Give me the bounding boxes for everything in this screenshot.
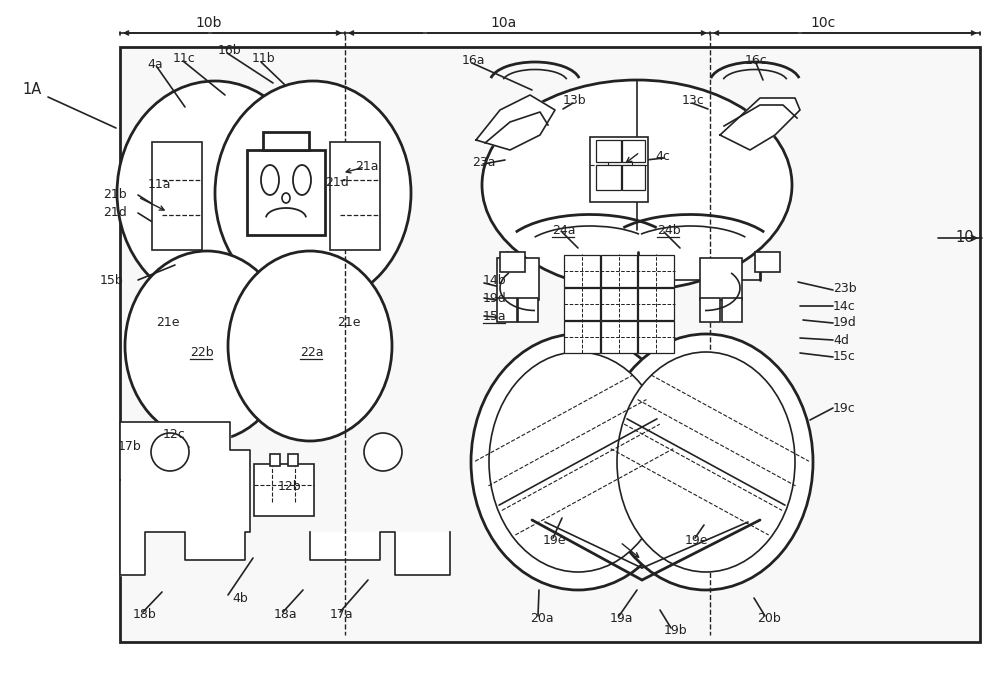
Ellipse shape	[617, 352, 795, 572]
Bar	[500, 252, 525, 272]
Circle shape	[151, 433, 189, 471]
Ellipse shape	[261, 165, 279, 195]
Bar	[622, 165, 645, 190]
Text: 14b: 14b	[483, 273, 507, 286]
Bar	[564, 321, 600, 353]
Text: 24a: 24a	[552, 224, 576, 237]
Bar	[601, 255, 637, 287]
Text: 19a: 19a	[610, 611, 634, 624]
Text: 11b: 11b	[252, 52, 276, 65]
Polygon shape	[310, 532, 450, 575]
Bar	[270, 454, 280, 466]
Ellipse shape	[228, 251, 392, 441]
Text: 16c: 16c	[745, 54, 768, 67]
Text: 11a: 11a	[148, 177, 172, 190]
Text: 16b: 16b	[218, 44, 242, 56]
Text: 19c: 19c	[833, 401, 856, 415]
Bar	[700, 258, 742, 300]
Ellipse shape	[489, 352, 667, 572]
Bar	[518, 298, 538, 322]
Text: 21a: 21a	[355, 160, 378, 173]
Polygon shape	[120, 422, 250, 575]
Bar	[755, 252, 780, 272]
Ellipse shape	[282, 193, 290, 203]
Polygon shape	[720, 98, 800, 150]
Text: 4d: 4d	[833, 333, 849, 347]
Text: 23a: 23a	[472, 156, 496, 169]
Bar	[722, 298, 742, 322]
Text: 15c: 15c	[833, 350, 856, 364]
Text: 12b: 12b	[278, 481, 302, 494]
Polygon shape	[476, 95, 555, 150]
Text: 17b: 17b	[118, 441, 142, 454]
Bar	[288, 454, 298, 466]
Ellipse shape	[482, 80, 792, 290]
Ellipse shape	[215, 81, 411, 305]
Bar	[564, 255, 600, 287]
Bar	[638, 255, 674, 287]
Bar	[590, 137, 648, 202]
Text: 4b: 4b	[232, 592, 248, 605]
Text: 19b: 19b	[664, 624, 688, 636]
Text: 10a: 10a	[490, 16, 516, 30]
Text: 11c: 11c	[173, 52, 196, 65]
Text: 22b: 22b	[190, 345, 214, 358]
Bar	[120, 47, 980, 642]
Bar	[152, 142, 202, 250]
Bar	[601, 321, 637, 353]
Text: 14c: 14c	[833, 299, 856, 313]
Text: 13b: 13b	[563, 94, 587, 107]
Bar	[263, 132, 309, 150]
Text: 4c: 4c	[655, 150, 670, 163]
Bar	[622, 140, 645, 162]
Text: 24b: 24b	[657, 224, 681, 237]
Text: 1A: 1A	[22, 82, 41, 97]
Bar	[638, 288, 674, 320]
Ellipse shape	[599, 334, 813, 590]
Text: 15b: 15b	[100, 273, 124, 286]
Text: 23b: 23b	[833, 282, 857, 294]
Text: 19e: 19e	[685, 534, 708, 547]
Text: 21e: 21e	[337, 316, 360, 328]
Text: 20b: 20b	[757, 611, 781, 624]
Circle shape	[364, 433, 402, 471]
Text: 13c: 13c	[682, 94, 705, 107]
Text: 10: 10	[955, 231, 974, 245]
Text: 16a: 16a	[462, 54, 486, 67]
Text: 18b: 18b	[133, 607, 157, 620]
Text: 19d: 19d	[833, 316, 857, 330]
Text: 18a: 18a	[274, 607, 298, 620]
Bar	[497, 258, 539, 300]
Text: 21b: 21b	[103, 188, 127, 201]
Text: 4a: 4a	[147, 58, 163, 71]
Bar	[254, 464, 314, 516]
Text: 15a: 15a	[483, 309, 507, 322]
Text: 22a: 22a	[300, 345, 324, 358]
Bar	[247, 150, 325, 235]
Text: 12c: 12c	[163, 428, 186, 441]
Bar	[700, 298, 720, 322]
Bar	[330, 142, 380, 250]
Ellipse shape	[117, 81, 313, 305]
Text: 19e: 19e	[543, 534, 566, 547]
Ellipse shape	[293, 165, 311, 195]
Text: 21d: 21d	[325, 175, 349, 188]
Text: 20a: 20a	[530, 611, 554, 624]
Bar	[596, 140, 621, 162]
Text: 17a: 17a	[330, 607, 354, 620]
Text: 10c: 10c	[810, 16, 835, 30]
Bar	[564, 288, 600, 320]
Bar	[638, 321, 674, 353]
Bar	[596, 165, 621, 190]
Ellipse shape	[471, 334, 685, 590]
Ellipse shape	[125, 251, 289, 441]
Bar	[601, 288, 637, 320]
Bar	[497, 298, 517, 322]
Text: 19d: 19d	[483, 292, 507, 305]
Text: 21e: 21e	[156, 316, 180, 328]
Text: 21d: 21d	[103, 207, 127, 220]
Text: 10b: 10b	[195, 16, 222, 30]
